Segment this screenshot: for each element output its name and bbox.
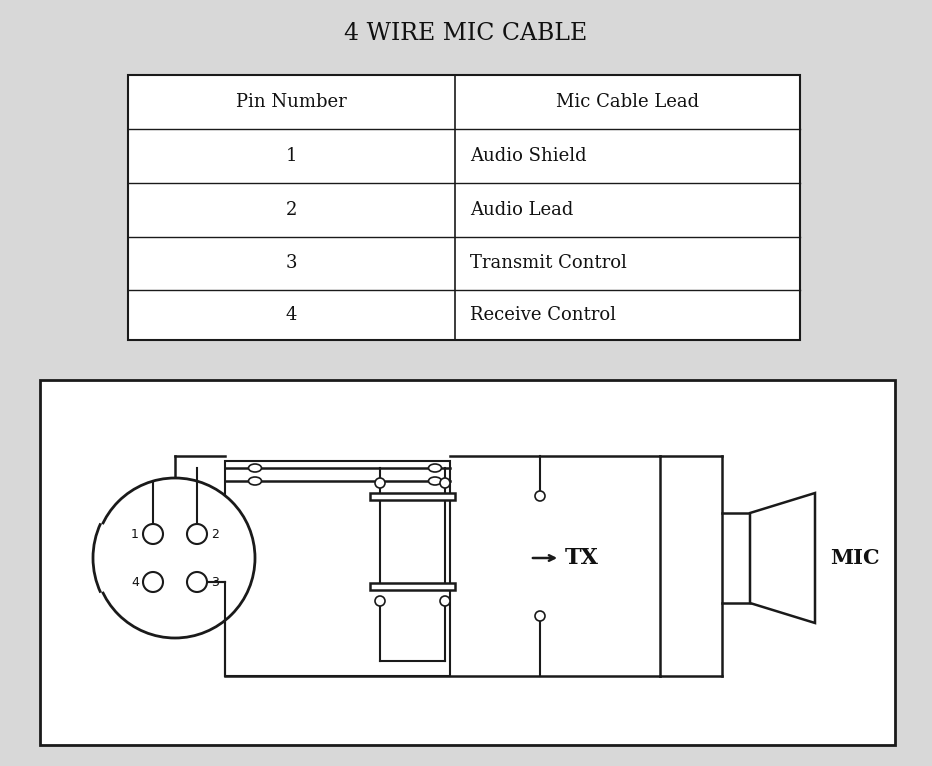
- Circle shape: [375, 596, 385, 606]
- Text: Audio Lead: Audio Lead: [470, 201, 573, 219]
- Ellipse shape: [429, 477, 442, 485]
- Polygon shape: [750, 493, 815, 623]
- Text: Mic Cable Lead: Mic Cable Lead: [555, 93, 699, 111]
- Bar: [128, 75, 800, 340]
- Text: Audio Shield: Audio Shield: [470, 147, 586, 165]
- Bar: [225, 461, 450, 676]
- Text: 4: 4: [286, 306, 297, 324]
- Circle shape: [375, 478, 385, 488]
- Bar: [722, 513, 750, 603]
- Circle shape: [535, 491, 545, 501]
- Text: TX: TX: [565, 547, 599, 569]
- Text: 2: 2: [211, 528, 219, 541]
- Circle shape: [143, 524, 163, 544]
- Bar: [40, 380, 895, 745]
- Text: 1: 1: [286, 147, 297, 165]
- Text: 4 WIRE MIC CABLE: 4 WIRE MIC CABLE: [345, 21, 587, 44]
- Ellipse shape: [429, 464, 442, 472]
- Text: 2: 2: [286, 201, 297, 219]
- Text: 1: 1: [131, 528, 139, 541]
- Text: 3: 3: [211, 575, 219, 588]
- Text: 3: 3: [286, 254, 297, 273]
- Text: Receive Control: Receive Control: [470, 306, 616, 324]
- Circle shape: [143, 572, 163, 592]
- Circle shape: [187, 572, 207, 592]
- Bar: [370, 583, 455, 590]
- Circle shape: [95, 478, 255, 638]
- Bar: [370, 493, 455, 500]
- Text: 4: 4: [131, 575, 139, 588]
- Ellipse shape: [249, 464, 262, 472]
- Ellipse shape: [249, 477, 262, 485]
- Circle shape: [440, 596, 450, 606]
- Circle shape: [187, 524, 207, 544]
- Circle shape: [440, 478, 450, 488]
- Circle shape: [535, 611, 545, 621]
- Text: MIC: MIC: [830, 548, 880, 568]
- Text: Pin Number: Pin Number: [236, 93, 347, 111]
- Text: Transmit Control: Transmit Control: [470, 254, 627, 273]
